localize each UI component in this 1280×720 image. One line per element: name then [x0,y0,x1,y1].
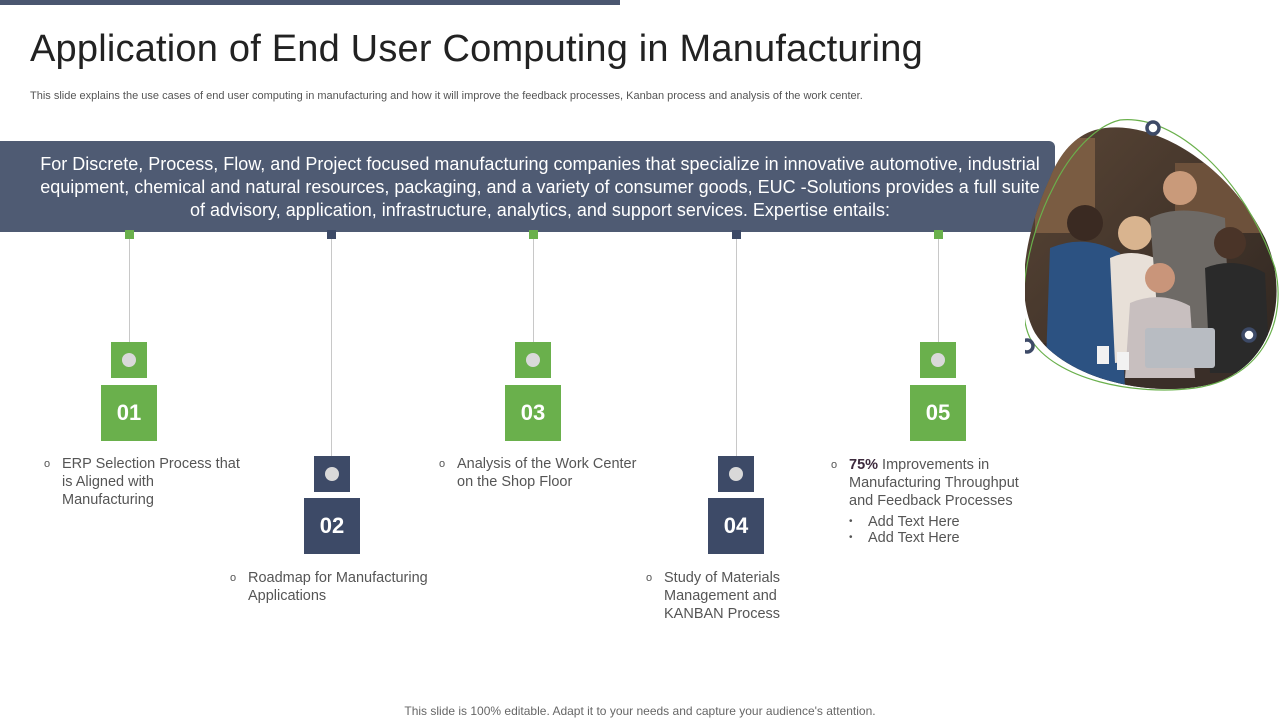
step-text: 75% Improvements in Manufacturing Throug… [849,456,1036,510]
step-text: Analysis of the Work Center on the Shop … [457,456,637,490]
step-marker-circle [931,353,945,367]
step-connector-line [736,239,737,472]
step-marker [111,342,147,378]
list-item: • Add Text Here [849,530,1036,546]
photo-ring-dot [1241,327,1257,343]
step-marker-circle [729,467,743,481]
bullet-marker: o [44,458,51,470]
step-marker-circle [122,353,136,367]
intro-banner-text: For Discrete, Process, Flow, and Project… [40,154,1040,220]
step-marker [920,342,956,378]
step-connector-dot [125,230,134,239]
step-description: o Study of Materials Management and KANB… [646,569,816,623]
step-marker-circle [526,353,540,367]
step-marker [314,456,350,492]
bullet-marker: o [646,572,653,584]
step-text-rest: Improvements in Manufacturing Throughput… [849,457,1019,509]
step-connector-dot [934,230,943,239]
list-item-text: Add Text Here [868,514,960,530]
photo-ring-dot [1145,120,1161,136]
bullet-marker: o [439,458,446,470]
step-number-badge: 04 [708,498,764,554]
step-text: Study of Materials Management and KANBAN… [664,570,781,622]
bullet-marker: o [230,572,237,584]
step-number-badge: 03 [505,385,561,441]
step-connector-dot [529,230,538,239]
step-marker [718,456,754,492]
bullet-marker: • [849,532,853,543]
step-description: o Analysis of the Work Center on the Sho… [439,455,639,491]
step-highlight: 75% [849,457,879,473]
footer-note: This slide is 100% editable. Adapt it to… [404,704,876,718]
step-connector-line [331,239,332,472]
photo-ring-dot [1025,338,1035,354]
top-accent-bar [0,0,620,5]
step-connector-line [533,239,534,359]
step-description: o ERP Selection Process that is Aligned … [44,455,244,509]
step-number-badge: 01 [101,385,157,441]
step-description: o 75% Improvements in Manufacturing Thro… [831,456,1036,546]
step-description: o Roadmap for Manufacturing Applications [230,569,440,605]
step-marker-circle [325,467,339,481]
page-title: Application of End User Computing in Man… [30,28,923,70]
intro-banner [0,141,1055,232]
team-photo [1025,118,1280,391]
team-photo-illustration [1025,119,1279,391]
bullet-marker: • [849,516,853,527]
step-text: Roadmap for Manufacturing Applications [248,570,428,604]
step-marker [515,342,551,378]
list-item: • Add Text Here [849,514,1036,530]
step-number-badge: 05 [910,385,966,441]
step-text: ERP Selection Process that is Aligned wi… [62,456,240,508]
list-item-text: Add Text Here [868,530,960,546]
page-subtitle: This slide explains the use cases of end… [30,90,863,102]
step-connector-dot [732,230,741,239]
step-connector-line [129,239,130,359]
step-subitems: • Add Text Here • Add Text Here [849,514,1036,546]
step-connector-line [938,239,939,359]
step-connector-dot [327,230,336,239]
bullet-marker: o [831,459,838,471]
step-number-badge: 02 [304,498,360,554]
